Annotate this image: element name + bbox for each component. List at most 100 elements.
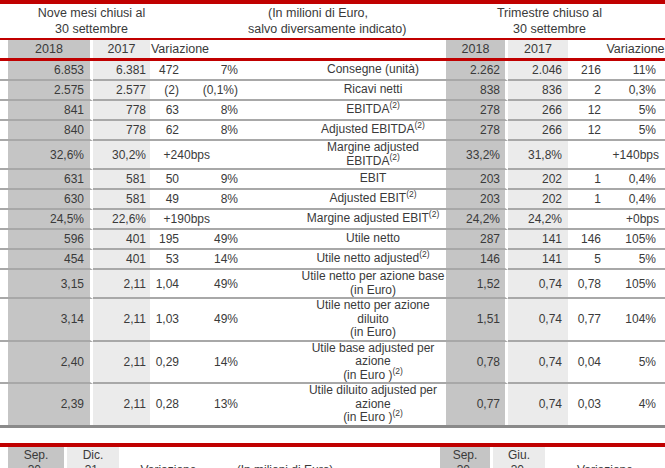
value-cell: 53	[150, 250, 184, 270]
value-cell: 49	[150, 190, 184, 210]
value-cell: 0,04	[568, 342, 605, 385]
value-cell: 630	[8, 190, 93, 210]
value-cell: 3,14	[8, 299, 93, 342]
value-cell: 50	[150, 170, 184, 190]
row-label: (in Euro )	[343, 410, 392, 424]
left-period-line1: Nove mesi chiusi al	[0, 5, 183, 21]
row-label-cell: Utile netto per azione diluito(in Euro)	[248, 299, 446, 342]
units-note-line2: salvo diversamente indicato)	[248, 21, 388, 37]
value-cell: 266	[508, 121, 568, 141]
row-label: EBITDA	[346, 102, 389, 116]
row-label-cell: Margine adjusted EBIT(2)	[248, 210, 446, 230]
value-cell: 278	[446, 121, 508, 141]
row-label: Adjusted EBITDA	[321, 122, 414, 136]
col-header-2018-left: 2018	[8, 40, 93, 58]
footnote-ref: (2)	[429, 210, 439, 219]
row-label: Utile diluito adjusted per azione	[309, 384, 437, 411]
value-cell: (0,1%)	[184, 81, 248, 101]
row-left-margin	[0, 299, 8, 342]
table1-header-section: Nove mesi chiusi al 30 settembre (In mil…	[0, 0, 665, 61]
row-label-cell: Consegne (unità)	[248, 61, 446, 81]
row-left-margin	[0, 230, 8, 250]
row-label-cell: Adjusted EBIT(2)	[248, 190, 446, 210]
footnote-ref: (2)	[392, 408, 402, 418]
right-period-line2: 30 settembre	[446, 21, 653, 37]
value-cell: 14%	[184, 342, 248, 385]
col-header-dic-31-2017: Dic. 31, 2017	[67, 447, 119, 468]
footnote-ref: (2)	[419, 250, 429, 259]
footnote-ref: (2)	[389, 152, 399, 162]
value-cell: 62	[150, 121, 184, 141]
row-label-cell: Utile netto per azione base (in Euro)	[248, 270, 446, 299]
row-label-cell: Utile diluito adjusted per azione(in Eur…	[248, 384, 446, 425]
col-header-variation-right: Variazione	[545, 447, 665, 468]
value-cell: 1,51	[446, 299, 508, 342]
value-cell: 141	[508, 230, 568, 250]
value-cell: 5%	[605, 121, 665, 141]
value-cell: 6.853	[8, 61, 93, 81]
value-cell: 24,2%	[446, 210, 508, 230]
row-left-margin	[0, 447, 8, 468]
value-cell: 5%	[605, 250, 665, 270]
value-cell: 8%	[184, 101, 248, 121]
value-cell: 195	[150, 230, 184, 250]
value-cell: 0,28	[150, 384, 184, 425]
value-cell: 2.577	[93, 81, 150, 101]
col-header-variation-right: Variazione	[568, 40, 665, 58]
value-cell: 0,77	[446, 384, 508, 425]
value-cell: 596	[8, 230, 93, 250]
row-left-margin	[0, 250, 8, 270]
date-header-row: Sep. 30, 2018 Dic. 31, 2017 Variazione (…	[0, 447, 665, 468]
value-cell: 0,78	[568, 270, 605, 299]
value-cell: 0,3%	[605, 81, 665, 101]
value-cell: 581	[93, 170, 150, 190]
data-row: 2.5752.577(2)(0,1%)Ricavi netti83883620,…	[0, 81, 665, 101]
row-label-cell: Utile base adjusted per azione(in Euro )…	[248, 342, 446, 385]
value-cell: 2,40	[8, 342, 93, 385]
row-label: Utile netto adjusted	[316, 251, 419, 265]
table1-end-rule	[0, 425, 665, 428]
row-left-margin	[0, 40, 8, 58]
row-left-margin	[0, 121, 8, 141]
data-row: 2,392,110,2813%Utile diluito adjusted pe…	[0, 384, 665, 425]
col-header-variation-left: Variazione	[150, 40, 248, 58]
nine-months-results-table: Nove mesi chiusi al 30 settembre (In mil…	[0, 0, 665, 428]
col-header-2017-left: 2017	[93, 40, 150, 58]
value-cell: 24,5%	[8, 210, 93, 230]
data-row: 3,152,111,0449%Utile netto per azione ba…	[0, 270, 665, 299]
data-row: 631581509%EBIT20320210,4%	[0, 170, 665, 190]
value-cell: 31,8%	[508, 141, 568, 170]
value-cell: 12	[568, 101, 605, 121]
footnote-ref: (2)	[389, 101, 399, 110]
value-cell: 266	[508, 101, 568, 121]
value-cell: 5%	[605, 101, 665, 121]
value-cell: 22,6%	[93, 210, 150, 230]
value-cell: 203	[446, 190, 508, 210]
value-cell: 105%	[605, 270, 665, 299]
value-cell: 778	[93, 121, 150, 141]
units-note: (In milioni di Euro, salvo diversamente …	[248, 4, 446, 38]
value-cell: 0,74	[508, 270, 568, 299]
value-cell: 0,4%	[605, 190, 665, 210]
row-label-cell: EBITDA(2)	[248, 101, 446, 121]
units-note-line1: (In milioni di Euro,	[248, 5, 388, 21]
value-cell: 278	[446, 101, 508, 121]
value-cell: 24,2%	[508, 210, 568, 230]
value-cell: 1	[568, 170, 605, 190]
value-cell: 9%	[184, 170, 248, 190]
value-cell: 30,2%	[93, 141, 150, 170]
value-cell: 631	[8, 170, 93, 190]
col-header-2018-right: 2018	[446, 40, 508, 58]
data-row: 630581498%Adjusted EBIT(2)20320210,4%	[0, 190, 665, 210]
value-cell: 472	[150, 61, 184, 81]
value-cell: 2.046	[508, 61, 568, 81]
value-cell: 7%	[184, 61, 248, 81]
row-left-margin	[0, 170, 8, 190]
right-period-line1: Trimestre chiuso al	[446, 5, 653, 21]
row-left-margin	[0, 101, 8, 121]
value-cell: 14%	[184, 250, 248, 270]
row-label: (in Euro )	[343, 368, 392, 382]
value-cell: 454	[8, 250, 93, 270]
row-label: Utile netto	[346, 231, 400, 245]
value-cell: 11%	[605, 61, 665, 81]
